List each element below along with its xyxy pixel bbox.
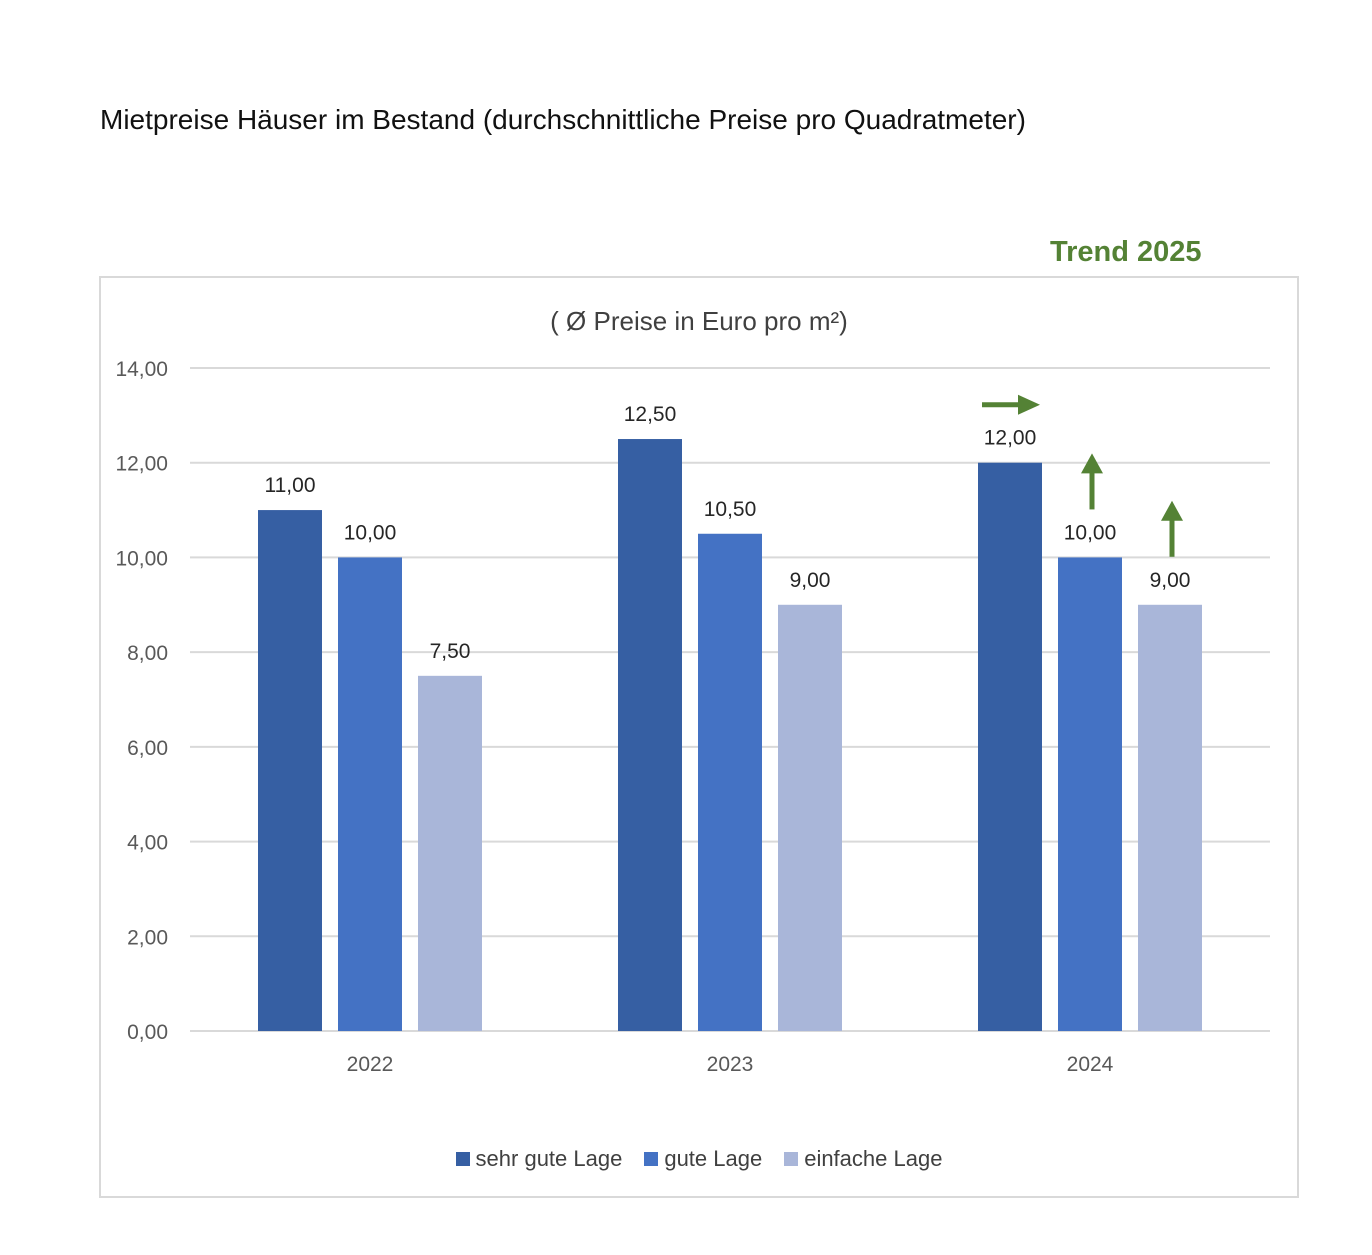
data-label: 11,00 (265, 474, 316, 497)
data-label: 10,50 (704, 498, 757, 521)
y-tick-label: 10,00 (115, 547, 168, 570)
data-label: 12,50 (624, 403, 677, 426)
legend-swatch (784, 1152, 799, 1166)
data-label: 10,00 (344, 521, 397, 544)
legend-label: sehr gute Lage (475, 1146, 623, 1171)
y-tick-label: 4,00 (127, 832, 168, 855)
x-tick-label: 2023 (707, 1053, 754, 1076)
trend-label: Trend 2025 (1050, 236, 1202, 268)
bar (258, 510, 322, 1032)
x-tick-label: 2024 (1067, 1053, 1114, 1076)
chart-title: ( Ø Preise in Euro pro m²) (550, 306, 848, 336)
y-tick-label: 12,00 (115, 453, 168, 476)
data-label: 7,50 (430, 640, 471, 663)
chart-frame (99, 276, 1299, 1198)
bar (418, 675, 482, 1031)
bar (778, 604, 842, 1031)
y-tick-label: 8,00 (127, 642, 168, 665)
chart-legend: sehr gute Lage gute Lage einfache Lage (99, 1146, 1299, 1172)
legend-item: gute Lage (644, 1146, 762, 1172)
x-tick-label: 2022 (347, 1053, 394, 1076)
data-label: 9,00 (1150, 569, 1191, 592)
bar (978, 462, 1042, 1031)
legend-item: sehr gute Lage (455, 1146, 623, 1172)
page-title: Mietpreise Häuser im Bestand (durchschni… (100, 104, 1026, 135)
bar (698, 533, 762, 1031)
bar (618, 439, 682, 1031)
bar (1138, 604, 1202, 1031)
trend-arrow-up-icon (1081, 453, 1103, 510)
trend-arrow-up-icon (1161, 500, 1183, 557)
legend-swatch (644, 1152, 659, 1166)
y-tick-label: 14,00 (115, 358, 168, 381)
data-label: 12,00 (984, 427, 1037, 450)
data-label: 9,00 (790, 569, 831, 592)
data-label: 10,00 (1064, 521, 1117, 544)
y-tick-label: 6,00 (127, 737, 168, 760)
y-tick-label: 0,00 (127, 1021, 168, 1044)
legend-swatch (455, 1152, 470, 1166)
legend-item: einfache Lage (784, 1146, 942, 1172)
y-tick-label: 2,00 (127, 926, 168, 949)
legend-label: gute Lage (664, 1146, 763, 1171)
legend-label: einfache Lage (804, 1146, 943, 1171)
bar (1058, 557, 1122, 1031)
bar (338, 557, 402, 1031)
trend-arrow-right-icon (982, 394, 1040, 415)
